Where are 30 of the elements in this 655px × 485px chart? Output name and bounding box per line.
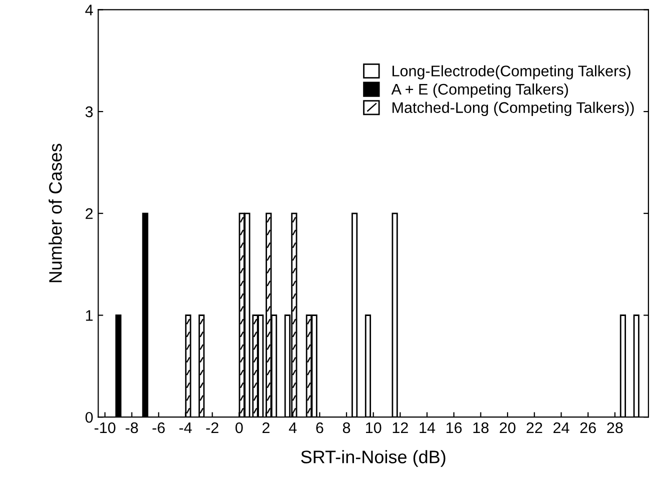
x-tick-label: 22 (526, 422, 542, 434)
y-tick-label: 4 (85, 4, 93, 16)
x-tick-label: 2 (262, 422, 270, 434)
legend-label: A + E (Competing Talkers) (391, 83, 568, 98)
x-tick-label: -4 (179, 422, 192, 434)
x-tick-label: -6 (152, 422, 165, 434)
x-tick-label: 16 (446, 422, 462, 434)
y-tick-label: 2 (86, 208, 93, 219)
x-tick-label: 14 (420, 422, 436, 434)
x-tick-label: 10 (366, 422, 382, 434)
x-axis-title: SRT-in-Noise (dB) (301, 450, 446, 467)
y-tick-label: 3 (85, 106, 93, 118)
x-tick-label: 24 (553, 422, 570, 434)
legend-label: Long-Electrode(Competing Talkers) (392, 65, 630, 80)
x-tick-label: 6 (316, 422, 324, 434)
x-tick-label: 18 (473, 422, 489, 434)
y-axis-title: Number of Cases (48, 144, 62, 282)
x-tick-label: 20 (500, 422, 516, 434)
x-tick-label: -10 (94, 422, 116, 434)
y-tick-label: 1 (86, 310, 93, 321)
x-tick-label: 12 (392, 422, 408, 434)
x-tick-label: -2 (206, 422, 218, 434)
x-tick-label: 8 (342, 422, 350, 434)
x-tick-label: -8 (126, 422, 138, 434)
y-tick-label: 0 (85, 412, 93, 423)
x-tick-label: 0 (236, 422, 243, 434)
x-tick-label: 28 (607, 422, 623, 434)
legend-label: Matched-Long (Competing Talkers)) (392, 102, 634, 116)
x-tick-label: 4 (288, 422, 297, 434)
x-tick-label: 26 (580, 422, 596, 434)
